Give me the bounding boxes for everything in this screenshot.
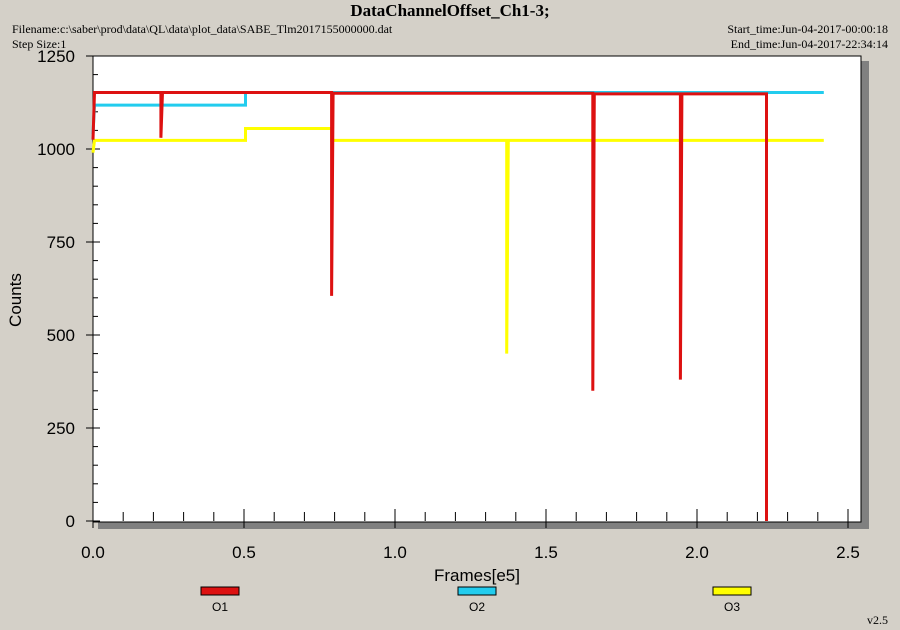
y-tick-label: 750 (47, 233, 75, 252)
x-tick-label: 1.0 (383, 543, 407, 562)
filename-label: Filename:c:\saber\prod\data\QL\data\plot… (12, 22, 393, 36)
legend-swatch-o2 (457, 586, 497, 596)
y-tick-label: 500 (47, 326, 75, 345)
x-tick-label: 2.5 (836, 543, 860, 562)
y-tick-label: 0 (66, 512, 75, 531)
legend-swatch-o3 (712, 586, 752, 596)
step-size-label: Step Size:1 (12, 37, 67, 51)
series-line-o1 (91, 91, 768, 521)
legend: O1 O2 O3 (200, 586, 752, 614)
axes: 0 250 500 750 1000 1250 0.0 0.5 1.0 1.5 2.0 2.5 (37, 47, 860, 562)
x-axis-label: Frames[e5] (434, 566, 520, 585)
x-tick-label: 0.5 (232, 543, 256, 562)
chart-title: DataChannelOffset_Ch1-3; (350, 1, 550, 20)
y-tick-label: 250 (47, 419, 75, 438)
y-tick-label: 1000 (37, 140, 75, 159)
legend-label-o2: O2 (469, 600, 485, 614)
y-tick-label: 1250 (37, 47, 75, 66)
legend-label-o1: O1 (212, 600, 228, 614)
x-tick-label: 2.0 (685, 543, 709, 562)
start-time-label: Start_time:Jun-04-2017-00:00:18 (727, 22, 888, 36)
legend-swatch-o1 (200, 586, 240, 596)
x-tick-label: 1.5 (534, 543, 558, 562)
x-tick-label: 0.0 (81, 543, 105, 562)
end-time-label: End_time:Jun-04-2017-22:34:14 (730, 37, 888, 51)
legend-label-o3: O3 (724, 600, 740, 614)
version-label: v2.5 (867, 613, 888, 627)
series-group (91, 91, 824, 521)
plot-area (92, 55, 862, 523)
y-axis-label: Counts (6, 273, 25, 327)
